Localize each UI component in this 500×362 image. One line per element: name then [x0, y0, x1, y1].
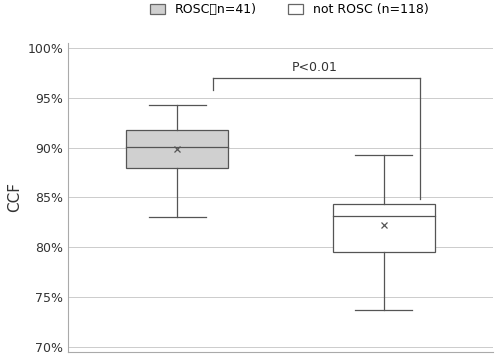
- Bar: [333, 205, 435, 252]
- Y-axis label: CCF: CCF: [7, 182, 22, 212]
- Legend: ROSC（n=41), not ROSC (n=118): ROSC（n=41), not ROSC (n=118): [150, 4, 428, 17]
- Bar: [126, 130, 228, 168]
- Text: P<0.01: P<0.01: [292, 61, 338, 74]
